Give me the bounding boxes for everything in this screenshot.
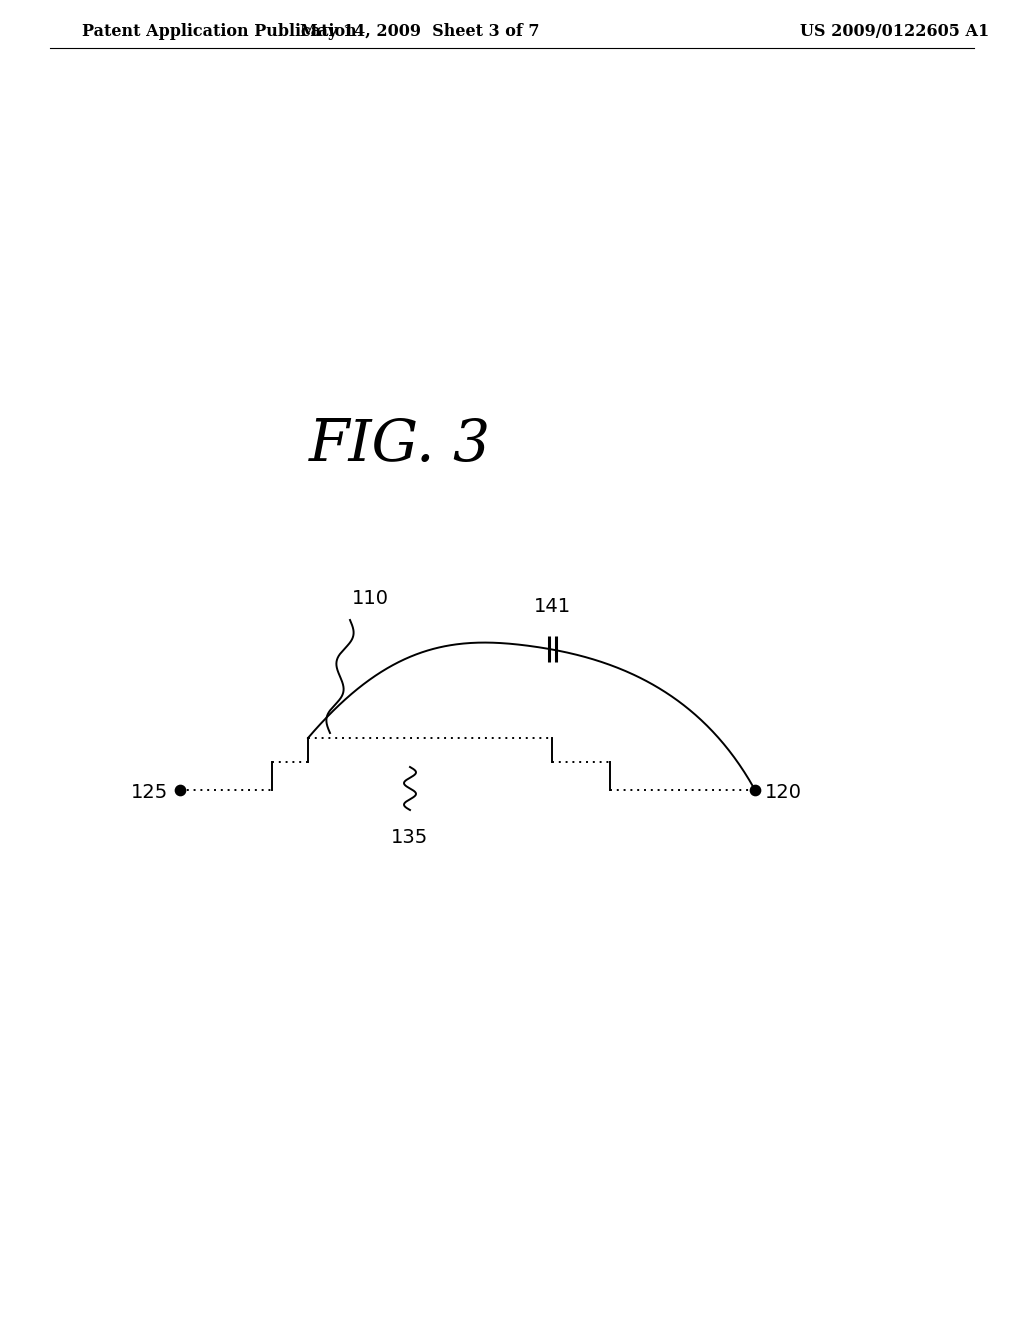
Text: US 2009/0122605 A1: US 2009/0122605 A1 (801, 22, 989, 40)
Text: May 14, 2009  Sheet 3 of 7: May 14, 2009 Sheet 3 of 7 (300, 22, 540, 40)
Text: 110: 110 (352, 589, 389, 609)
Point (172, 779, 188, 800)
Point (746, 779, 763, 800)
Text: 120: 120 (765, 783, 802, 801)
Text: 135: 135 (391, 828, 429, 847)
Text: FIG. 3: FIG. 3 (309, 417, 492, 474)
Text: 125: 125 (131, 783, 168, 801)
Text: 141: 141 (534, 598, 570, 616)
Text: Patent Application Publication: Patent Application Publication (82, 22, 356, 40)
